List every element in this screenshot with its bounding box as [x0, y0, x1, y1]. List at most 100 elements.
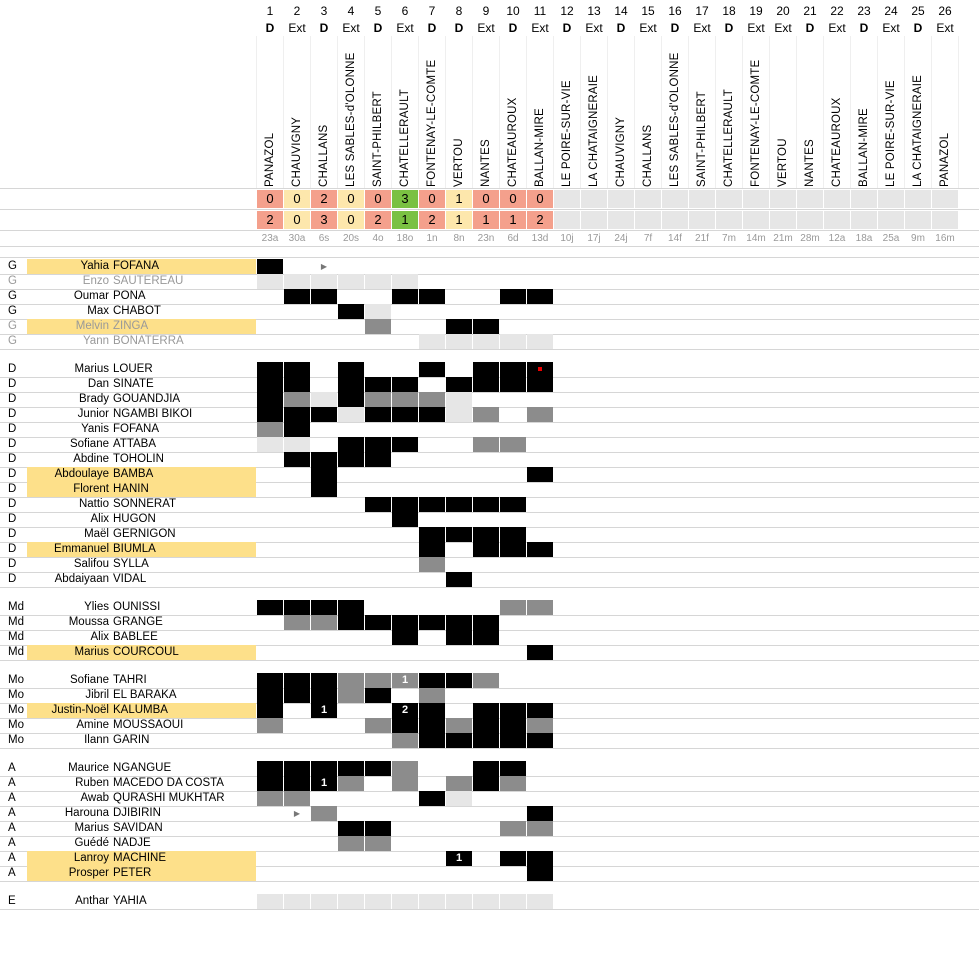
match-venue: D — [427, 21, 437, 35]
bench-arrow-icon: ▶ — [293, 809, 301, 818]
appearance-cell — [473, 377, 499, 392]
match-number: 15 — [641, 4, 655, 18]
appearance-cell — [473, 437, 499, 452]
player-first-name: Yann — [82, 335, 109, 347]
appearance-cell — [284, 289, 310, 304]
appearance-cell — [527, 806, 553, 821]
player-last-name: ATTABA — [113, 438, 157, 450]
opponent-label: LE POIRE-SUR-VIE — [561, 80, 573, 187]
appearance-cell — [311, 761, 337, 776]
appearance-cell — [473, 615, 499, 630]
appearance-cell — [419, 392, 445, 407]
appearance-cell — [446, 615, 472, 630]
grid-line — [0, 467, 979, 468]
player-position: D — [8, 543, 17, 555]
match-venue: D — [265, 21, 275, 35]
appearance-cell — [338, 392, 364, 407]
opponent-label: FONTENAY-LE-COMTE — [426, 59, 438, 187]
score-for — [797, 190, 823, 208]
goal-count: 1 — [455, 852, 463, 864]
column-divider — [607, 36, 608, 188]
score-against: 0 — [284, 211, 310, 229]
player-position: Mo — [8, 719, 24, 731]
opponent-label: LA CHATAIGNERAIE — [912, 74, 924, 187]
appearance-cell — [392, 703, 418, 718]
match-number: 7 — [428, 4, 436, 18]
appearance-cell — [392, 289, 418, 304]
score-against: 0 — [338, 211, 364, 229]
appearance-cell — [446, 497, 472, 512]
appearance-cell — [257, 703, 283, 718]
column-divider — [850, 36, 851, 188]
appearance-cell — [311, 776, 337, 791]
appearance-cell — [392, 630, 418, 645]
appearance-cell — [365, 319, 391, 334]
appearance-cell — [473, 718, 499, 733]
appearance-cell — [392, 274, 418, 289]
match-date: 14m — [746, 233, 766, 244]
match-date: 7m — [722, 233, 736, 244]
player-last-name: GRANGE — [113, 616, 163, 628]
grid-line — [0, 821, 979, 822]
player-first-name: Jibril — [85, 689, 109, 701]
appearance-cell — [446, 407, 472, 422]
appearance-cell — [257, 688, 283, 703]
column-divider — [931, 36, 932, 188]
match-number: 10 — [506, 4, 520, 18]
appearance-cell — [392, 437, 418, 452]
appearance-cell — [392, 497, 418, 512]
player-first-name: Maël — [84, 528, 109, 540]
match-venue: D — [508, 21, 518, 35]
appearance-cell — [500, 334, 526, 349]
player-first-name: Alix — [90, 631, 109, 643]
player-last-name: SYLLA — [113, 558, 149, 570]
column-divider — [742, 36, 743, 188]
score-for — [770, 190, 796, 208]
appearance-cell — [473, 362, 499, 377]
player-last-name: LOUER — [113, 363, 153, 375]
match-date: 17j — [587, 233, 601, 244]
player-position: D — [8, 393, 17, 405]
match-venue: Ext — [828, 21, 846, 35]
score-against: 3 — [311, 211, 337, 229]
appearance-cell — [338, 362, 364, 377]
player-last-name: BONATERRA — [113, 335, 184, 347]
player-position: Md — [8, 601, 24, 613]
opponent-label: CHAUVIGNY — [291, 116, 303, 187]
match-number: 26 — [938, 4, 952, 18]
opponent-label: CHALLANS — [318, 124, 330, 187]
player-first-name: Abdaiyaan — [54, 573, 109, 585]
player-last-name: MACEDO DA COSTA — [113, 777, 224, 789]
match-date: 16m — [935, 233, 955, 244]
match-venue: Ext — [747, 21, 765, 35]
score-against — [743, 211, 769, 229]
match-date: 1n — [426, 233, 438, 244]
column-divider — [499, 36, 500, 188]
match-date: 18a — [855, 233, 873, 244]
player-first-name: Alix — [90, 513, 109, 525]
appearance-cell — [500, 776, 526, 791]
player-last-name: KALUMBA — [113, 704, 168, 716]
opponent-label: NANTES — [480, 139, 492, 187]
appearance-cell — [257, 718, 283, 733]
match-number: 2 — [293, 4, 301, 18]
match-venue: Ext — [531, 21, 549, 35]
appearance-cell — [419, 718, 445, 733]
appearance-cell — [527, 645, 553, 660]
appearance-cell — [419, 289, 445, 304]
score-against — [581, 211, 607, 229]
appearance-cell — [311, 673, 337, 688]
appearance-cell — [446, 572, 472, 587]
player-last-name: GERNIGON — [113, 528, 176, 540]
highlight-bar — [27, 703, 256, 718]
appearance-cell — [527, 542, 553, 557]
highlight-bar — [27, 851, 256, 866]
appearance-cell — [338, 437, 364, 452]
player-last-name: COURCOUL — [113, 646, 179, 658]
grid-line — [0, 836, 979, 837]
appearance-cell — [392, 776, 418, 791]
appearance-cell — [284, 407, 310, 422]
appearance-cell — [365, 452, 391, 467]
player-last-name: HUGON — [113, 513, 156, 525]
